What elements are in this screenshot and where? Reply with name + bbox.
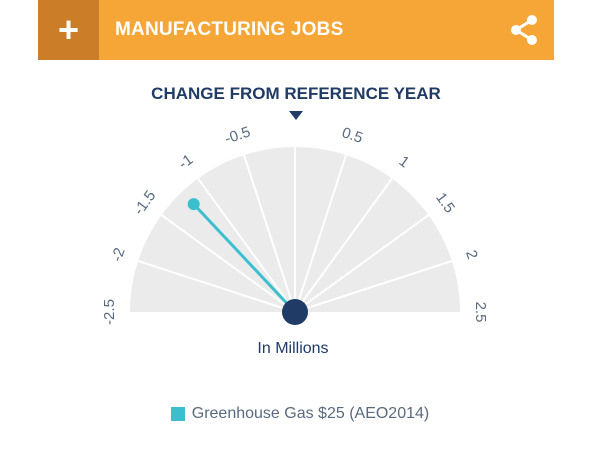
- header-bar: + MANUFACTURING JOBS: [38, 0, 554, 60]
- gauge-divider: [243, 154, 296, 313]
- gauge-divider: [160, 214, 296, 313]
- plus-icon: +: [57, 9, 80, 50]
- tick-label: -2: [108, 246, 128, 264]
- legend: Greenhouse Gas $25 (AEO2014): [0, 405, 600, 423]
- tick-label: -1.5: [130, 187, 159, 218]
- gauge-divider: [197, 177, 296, 313]
- gauge-chart: CHANGE FROM REFERENCE YEAR -2.5 -2 -1.5 -1 -…: [101, 84, 489, 357]
- legend-label: Greenhouse Gas $25 (AEO2014): [191, 405, 430, 422]
- reference-marker: [289, 111, 303, 120]
- add-button[interactable]: +: [38, 0, 99, 60]
- tick-label: -1: [176, 151, 197, 173]
- tick-label: -2.5: [101, 299, 118, 325]
- tick-label: 1.5: [432, 190, 458, 217]
- page-title: MANUFACTURING JOBS: [115, 19, 344, 40]
- tick-label: 1: [396, 153, 413, 172]
- gauge-divider: [137, 260, 296, 313]
- tick-label: 2: [462, 248, 481, 261]
- gauge-divider: [294, 154, 347, 313]
- tick-label: 0.5: [340, 124, 365, 147]
- unit-label: In Millions: [257, 340, 328, 357]
- tick-label: -0.5: [223, 123, 253, 147]
- legend-swatch: [170, 407, 185, 421]
- gauge-needle: [192, 203, 297, 314]
- share-button[interactable]: [494, 0, 554, 60]
- gauge-divider: [294, 177, 393, 313]
- share-icon: [511, 15, 537, 45]
- gauge-hub: [282, 299, 308, 325]
- gauge-divider: [294, 214, 430, 313]
- needle-tip-point: [187, 198, 200, 211]
- tick-label: 2.5: [472, 302, 489, 323]
- gauge-divider: [294, 260, 453, 313]
- chart-title: CHANGE FROM REFERENCE YEAR: [151, 84, 441, 103]
